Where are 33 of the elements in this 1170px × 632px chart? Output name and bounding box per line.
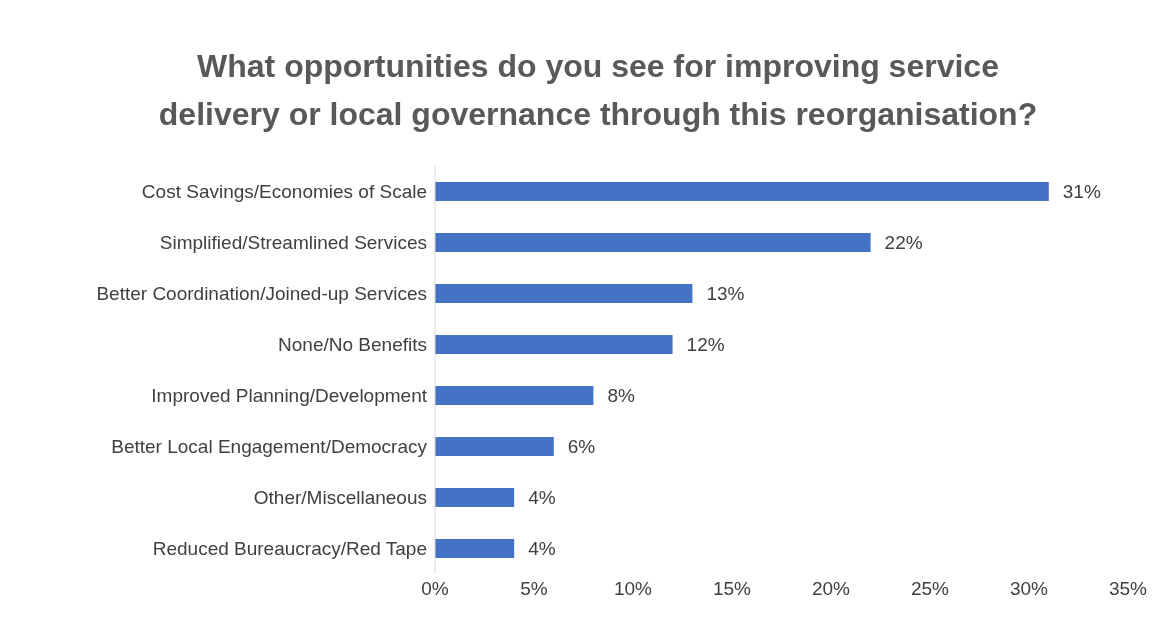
bar xyxy=(435,335,673,354)
x-tick-label: 15% xyxy=(712,578,752,600)
data-label: 4% xyxy=(528,487,556,509)
x-tick-label: 25% xyxy=(910,578,950,600)
y-tick-label: Improved Planning/Development xyxy=(151,385,428,407)
bar xyxy=(435,488,515,507)
data-label: 22% xyxy=(884,232,923,254)
data-label: 12% xyxy=(686,334,725,356)
bar xyxy=(435,233,871,252)
y-tick-label: Better Coordination/Joined-up Services xyxy=(96,283,427,305)
bar xyxy=(435,182,1049,201)
data-label: 31% xyxy=(1062,181,1101,203)
y-tick-label: Better Local Engagement/Democracy xyxy=(111,436,428,458)
data-label: 13% xyxy=(706,283,745,305)
y-tick-label: Cost Savings/Economies of Scale xyxy=(141,181,427,203)
x-tick-label: 0% xyxy=(421,578,449,600)
y-tick-label: Other/Miscellaneous xyxy=(253,487,427,509)
x-tick-label: 30% xyxy=(1009,578,1049,600)
x-tick-label: 5% xyxy=(520,578,548,600)
data-label: 8% xyxy=(607,385,635,407)
bar xyxy=(435,437,554,456)
y-tick-label: Reduced Bureaucracy/Red Tape xyxy=(152,538,427,560)
x-tick-label: 35% xyxy=(1108,578,1148,600)
chart-title: What opportunities do you see for improving service delivery or local governance through this reorganisation? xyxy=(157,47,1039,134)
y-tick-label: None/No Benefits xyxy=(278,334,427,356)
x-tick-label: 20% xyxy=(811,578,851,600)
bar xyxy=(435,284,693,303)
x-tick-label: 10% xyxy=(613,578,653,600)
bar xyxy=(435,539,515,558)
bar xyxy=(435,386,594,405)
data-label: 6% xyxy=(567,436,596,458)
data-label: 4% xyxy=(528,538,556,560)
y-tick-label: Simplified/Streamlined Services xyxy=(159,232,427,254)
